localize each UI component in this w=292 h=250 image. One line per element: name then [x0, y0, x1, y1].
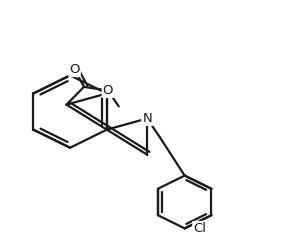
Text: Cl: Cl — [193, 222, 206, 235]
Text: O: O — [69, 63, 80, 76]
Text: N: N — [142, 112, 152, 125]
Text: O: O — [103, 84, 113, 97]
